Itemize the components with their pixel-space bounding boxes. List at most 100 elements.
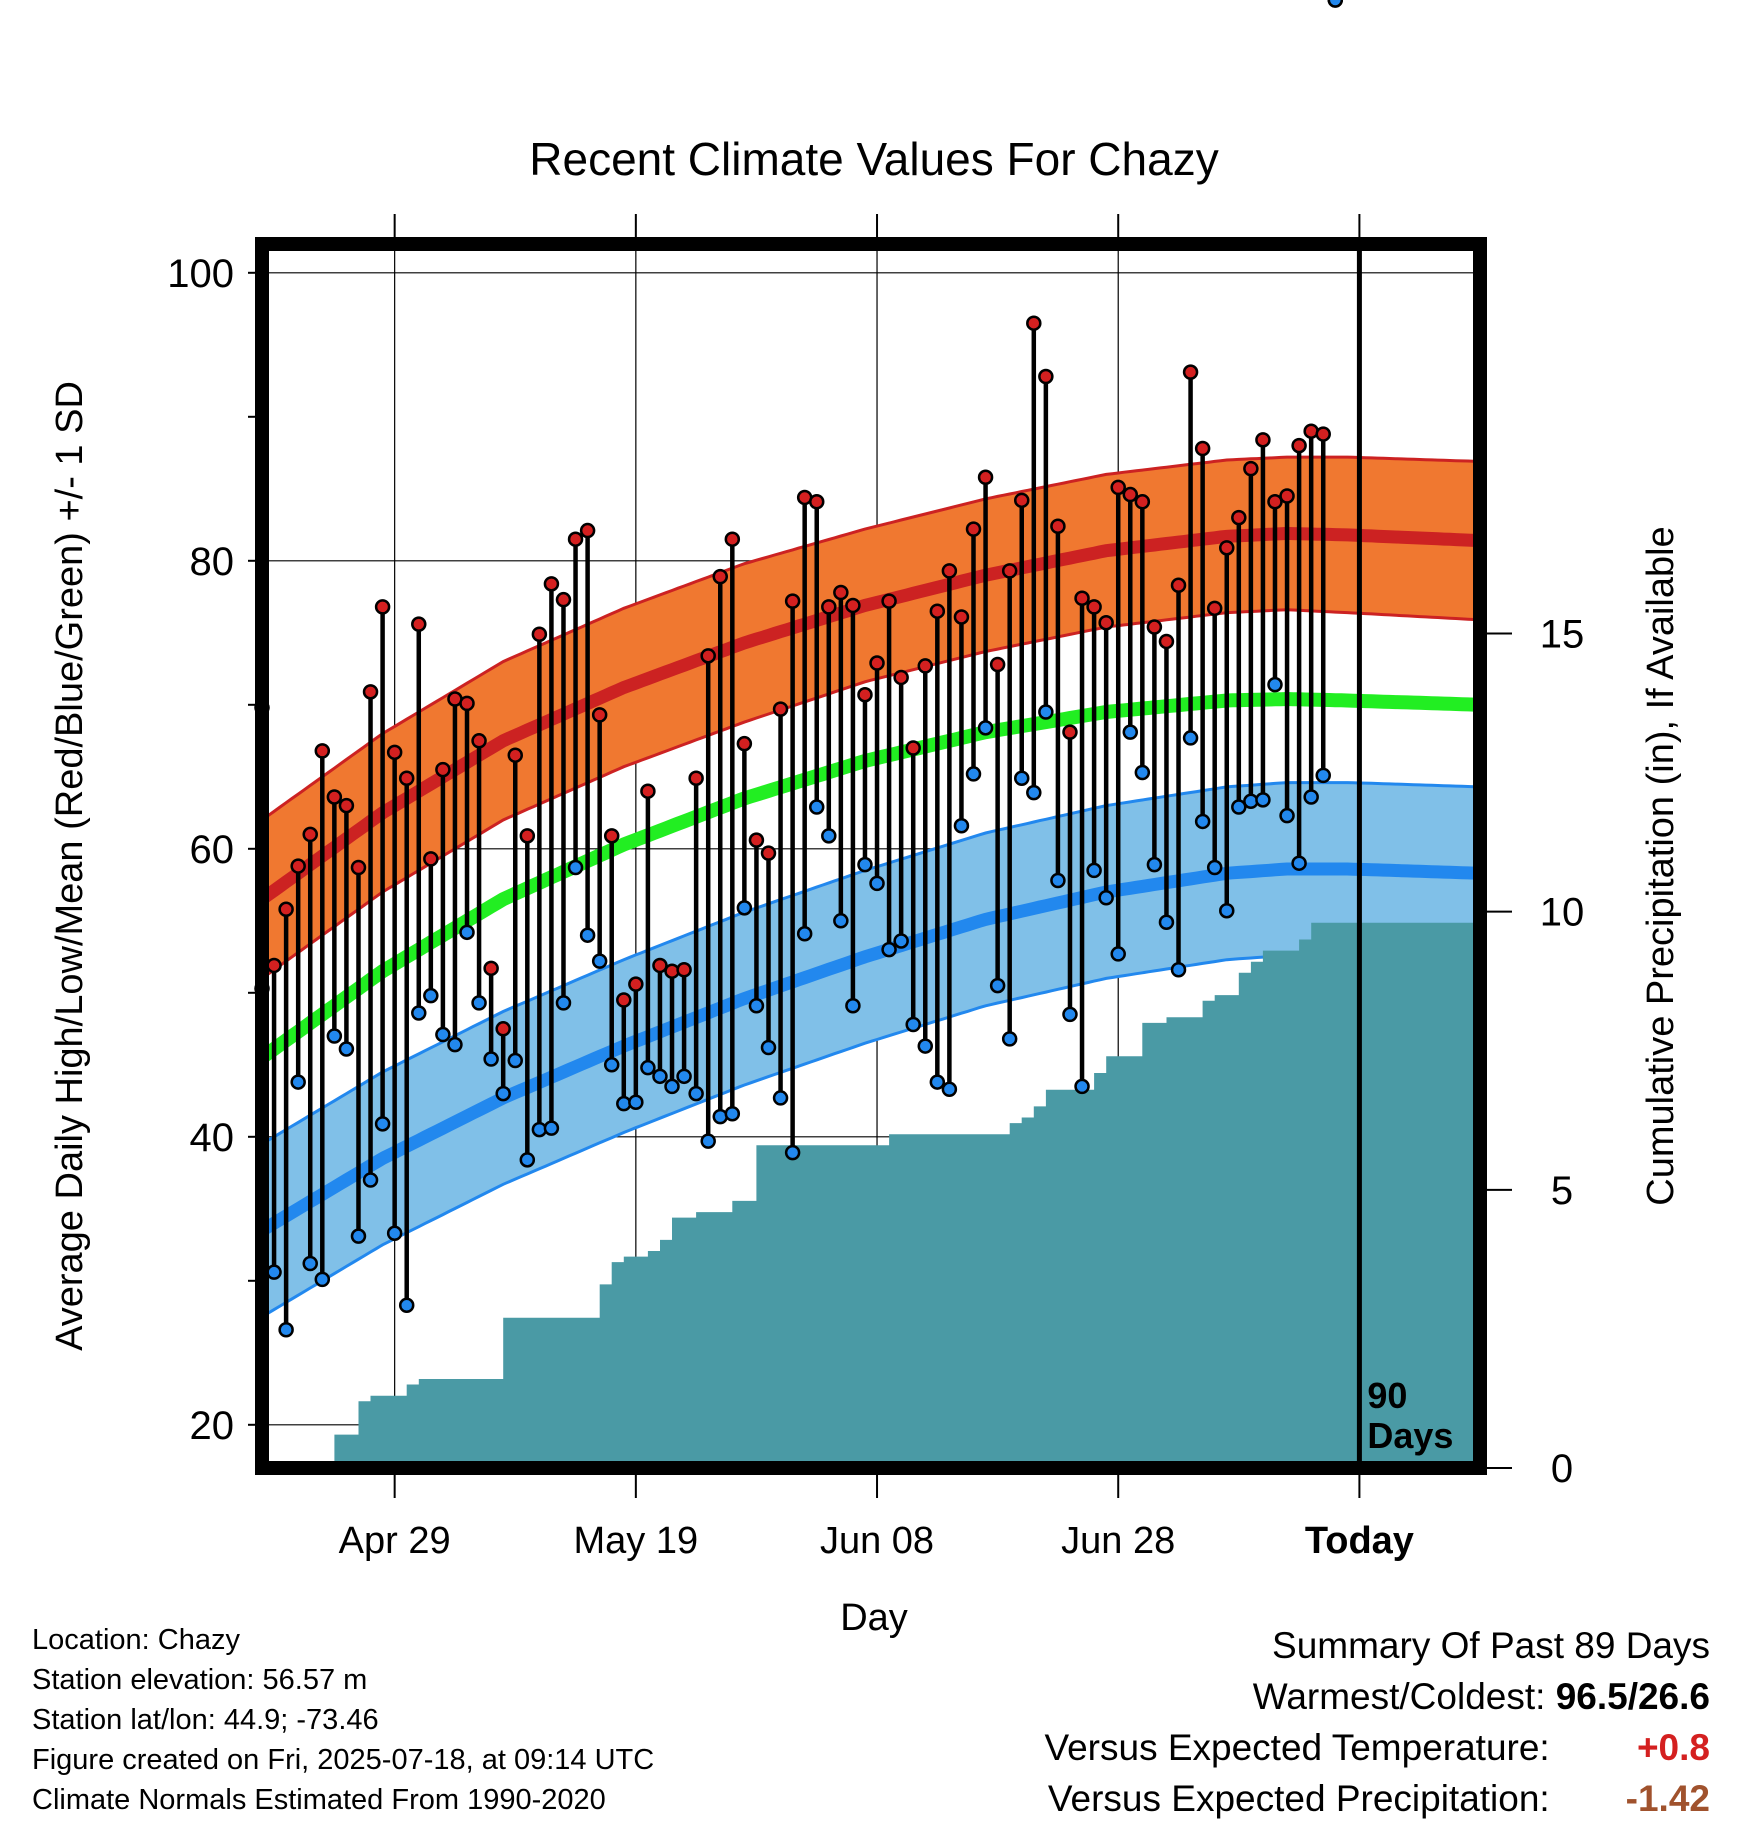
- temp-row: Versus Expected Temperature: +0.8: [1044, 1722, 1710, 1773]
- daily-high-point: [1026, 315, 1042, 331]
- daily-high-point: [1170, 577, 1187, 594]
- coldest-value: 26.6: [1637, 1676, 1710, 1717]
- daily-high-point: [700, 648, 716, 664]
- daily-low-point: [411, 1005, 427, 1021]
- daily-low-point: [1206, 859, 1223, 876]
- chart-title: Recent Climate Values For Chazy: [529, 133, 1218, 185]
- summary-header: Summary Of Past 89 Days: [1272, 1625, 1710, 1666]
- daily-high-point: [989, 656, 1006, 673]
- daily-high-point: [471, 733, 487, 749]
- daily-low-point: [1170, 962, 1187, 978]
- daily-low-point: [953, 818, 970, 834]
- daily-low-point: [628, 1094, 644, 1110]
- daily-low-point: [1279, 807, 1295, 824]
- daily-high-point: [1267, 494, 1283, 510]
- temp-label: Versus Expected Temperature:: [1044, 1727, 1550, 1768]
- daily-high-point: [495, 1021, 511, 1037]
- normals-line: Climate Normals Estimated From 1990-2020: [32, 1784, 606, 1816]
- daily-low-point: [459, 924, 475, 941]
- y2-axis-label: Cumulative Precipitation (in), If Availa…: [1640, 526, 1682, 1205]
- precipitation-area: [262, 922, 1480, 1468]
- location-line: Location: Chazy: [32, 1624, 240, 1656]
- daily-low-point: [1001, 1031, 1018, 1047]
- daily-low-point: [555, 995, 572, 1011]
- daily-low-point: [893, 933, 909, 949]
- daily-high-point: [398, 770, 415, 786]
- daily-high-point: [603, 828, 620, 844]
- daily-high-point: [1315, 426, 1331, 442]
- daily-high-point: [676, 962, 692, 978]
- daily-low-point: [1182, 730, 1199, 746]
- daily-high-point: [435, 761, 451, 778]
- daily-high-point: [772, 701, 789, 717]
- daily-low-point: [917, 1038, 934, 1054]
- daily-low-point: [591, 953, 608, 969]
- daily-low-point: [603, 1057, 620, 1073]
- daily-low-point: [1291, 855, 1307, 871]
- daily-high-point: [326, 789, 343, 805]
- x-tick-label: Jun 08: [820, 1520, 934, 1562]
- daily-high-point: [374, 599, 391, 615]
- daily-high-point: [567, 531, 584, 547]
- extremes-label: Warmest/Coldest:: [1252, 1676, 1546, 1717]
- daily-high-point: [965, 521, 982, 537]
- daily-low-point: [905, 1016, 921, 1033]
- daily-low-point: [1146, 856, 1163, 873]
- warmest-value: 96.5: [1555, 1676, 1628, 1717]
- extremes-row: Warmest/Coldest: 96.5/26.6: [1044, 1671, 1710, 1722]
- daily-high-point: [1134, 494, 1151, 510]
- daily-low-point: [869, 875, 885, 892]
- daily-low-point: [567, 859, 584, 876]
- daily-high-point: [338, 797, 355, 814]
- daily-high-point: [784, 593, 801, 609]
- elevation-line: Station elevation: 56.57 m: [32, 1664, 368, 1696]
- daily-low-point: [664, 1078, 680, 1095]
- daily-low-point: [1038, 704, 1054, 720]
- daily-low-point: [1013, 770, 1030, 786]
- x-tick-label: Jun 28: [1061, 1520, 1175, 1562]
- daily-low-point: [543, 1120, 560, 1136]
- latlon-line: Station lat/lon: 44.9; -73.46: [32, 1704, 379, 1736]
- x-tick-label: Apr 29: [339, 1520, 451, 1562]
- daily-low-point: [350, 1228, 367, 1244]
- daily-low-point: [362, 1172, 379, 1188]
- daily-high-point: [845, 597, 861, 614]
- daily-high-point: [616, 992, 632, 1008]
- daily-high-point: [1182, 364, 1199, 380]
- daily-high-point: [483, 960, 499, 977]
- daily-low-point: [808, 799, 825, 815]
- daily-low-point: [1074, 1078, 1090, 1095]
- daily-high-point: [1062, 724, 1078, 740]
- precip-value: -1.42: [1625, 1778, 1710, 1819]
- precip-label: Versus Expected Precipitation:: [1047, 1778, 1550, 1819]
- daily-low-point: [398, 1297, 415, 1314]
- daily-low-point: [965, 766, 982, 782]
- low-normal-line: [262, 862, 1480, 1236]
- daily-low-point: [579, 927, 596, 943]
- daily-low-point: [326, 1028, 343, 1044]
- daily-low-point: [724, 1106, 741, 1122]
- daily-high-point: [386, 744, 403, 761]
- created-line: Figure created on Fri, 2025-07-18, at 09…: [32, 1744, 655, 1776]
- daily-high-point: [808, 494, 825, 510]
- summary-panel: Summary Of Past 89 Days Warmest/Coldest:…: [1044, 1620, 1710, 1824]
- daily-high-point: [1279, 488, 1295, 504]
- y2-tick-label: 10: [1540, 891, 1585, 935]
- daily-low-point: [796, 926, 813, 942]
- daily-low-point: [290, 1074, 306, 1090]
- today-days-word: Days: [1367, 1415, 1453, 1456]
- daily-low-point: [1134, 764, 1151, 781]
- temp-value: +0.8: [1636, 1727, 1710, 1768]
- y2-tick-label: 15: [1540, 612, 1585, 656]
- daily-low-point: [423, 987, 439, 1004]
- daily-high-point: [543, 576, 560, 592]
- y2-tick-label: 0: [1551, 1447, 1573, 1491]
- daily-low-point: [386, 1225, 403, 1242]
- daily-high-point: [821, 599, 837, 615]
- daily-high-point: [350, 859, 367, 876]
- daily-low-point: [302, 1255, 318, 1272]
- daily-high-point: [266, 957, 282, 974]
- daily-high-point: [1098, 614, 1114, 631]
- daily-high-point: [628, 976, 644, 992]
